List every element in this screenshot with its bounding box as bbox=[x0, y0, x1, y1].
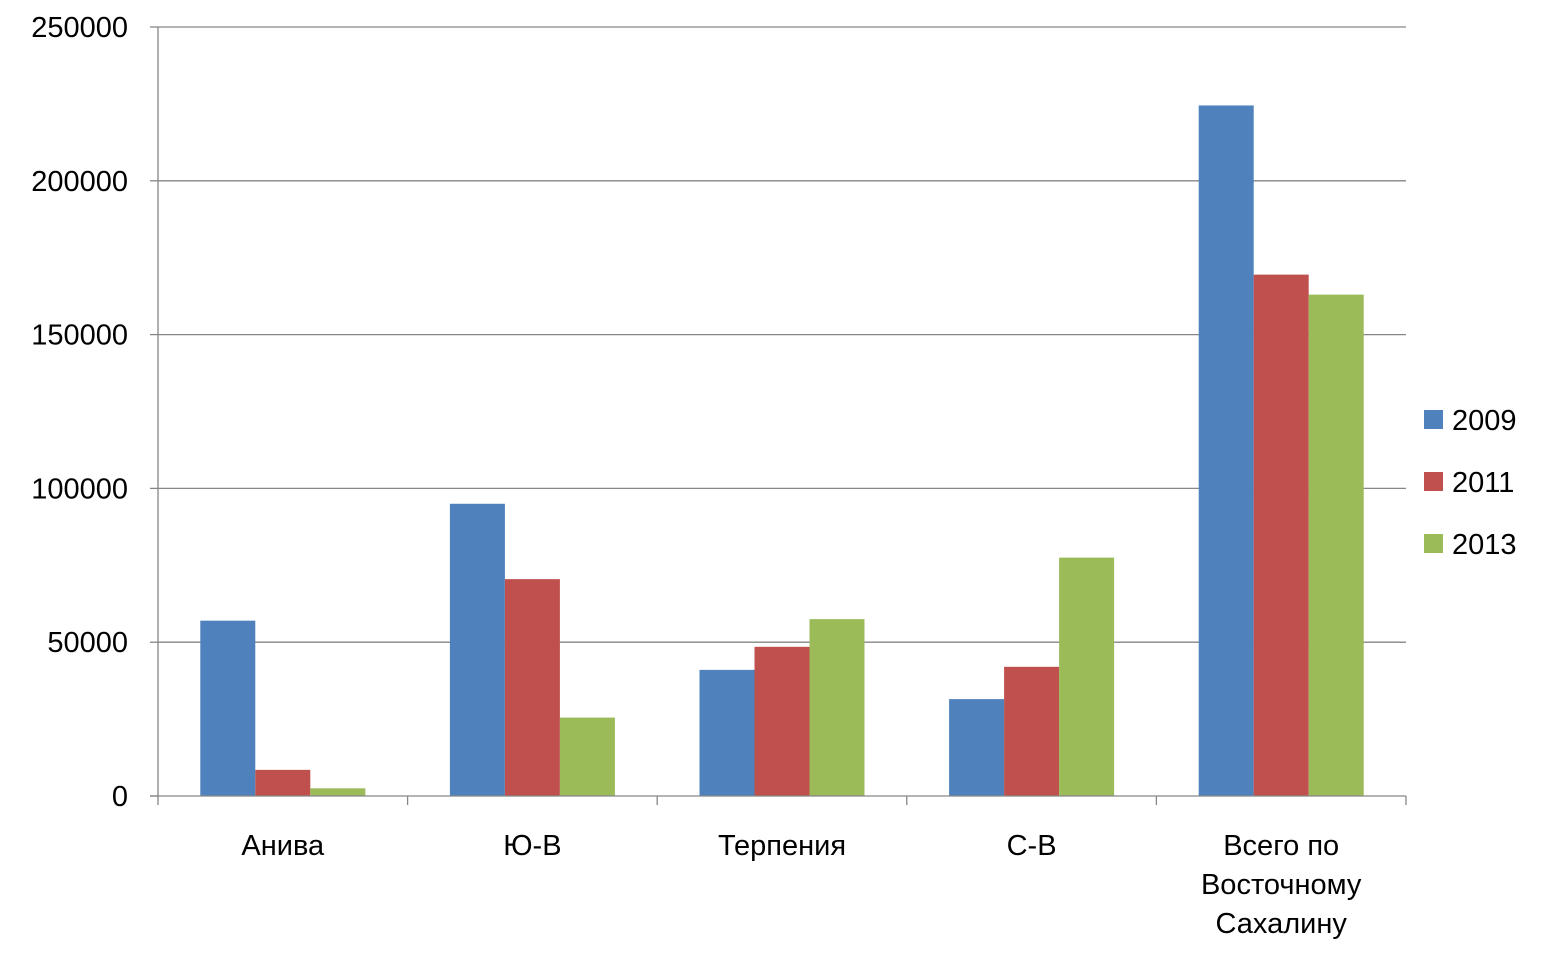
x-category-label: Терпения bbox=[718, 830, 846, 862]
y-tick-label: 0 bbox=[112, 781, 128, 813]
y-tick-label: 200000 bbox=[31, 166, 128, 198]
legend-swatch-2011 bbox=[1424, 472, 1443, 491]
x-category-label: Всего по bbox=[1223, 830, 1339, 862]
x-category-label: Восточному bbox=[1201, 869, 1362, 901]
x-category-label: Ю-В bbox=[503, 830, 561, 862]
legend-label: 2011 bbox=[1452, 467, 1514, 499]
x-category-label: Сахалину bbox=[1216, 908, 1348, 940]
bar-2011 bbox=[754, 646, 810, 796]
bar-2013 bbox=[559, 717, 615, 796]
bar-2011 bbox=[1004, 666, 1060, 796]
bar-2013 bbox=[310, 788, 366, 796]
legend-label: 2013 bbox=[1452, 529, 1517, 561]
y-tick-label: 250000 bbox=[31, 12, 128, 44]
y-tick-label: 150000 bbox=[31, 320, 128, 352]
bar-2009 bbox=[200, 620, 256, 796]
x-category-label: Анива bbox=[241, 830, 325, 862]
x-axis: Анива Ю-В Терпения С-В Всего по Восточному Сах… bbox=[150, 795, 1407, 940]
y-axis: 0 50000 100000 150000 200000 250000 bbox=[31, 12, 159, 813]
gridlines bbox=[158, 26, 1406, 643]
bar-2013 bbox=[1308, 294, 1364, 796]
bar-2009 bbox=[949, 699, 1005, 796]
bar-2009 bbox=[1198, 105, 1254, 797]
legend: 2009 2011 2013 bbox=[1424, 405, 1517, 561]
y-tick-label: 100000 bbox=[31, 473, 128, 505]
bar-2013 bbox=[809, 619, 865, 796]
legend-swatch-2013 bbox=[1424, 534, 1443, 553]
bar-2011 bbox=[504, 579, 560, 796]
y-tick-label: 50000 bbox=[47, 627, 128, 659]
bar-2011 bbox=[255, 769, 311, 796]
bar-2009 bbox=[699, 669, 755, 796]
bars bbox=[200, 105, 1364, 797]
bar-2009 bbox=[449, 503, 505, 796]
x-category-label: С-В bbox=[1007, 830, 1057, 862]
legend-label: 2009 bbox=[1452, 405, 1517, 437]
bar-2013 bbox=[1059, 557, 1115, 796]
bar-2011 bbox=[1253, 274, 1309, 796]
legend-swatch-2009 bbox=[1424, 410, 1443, 429]
